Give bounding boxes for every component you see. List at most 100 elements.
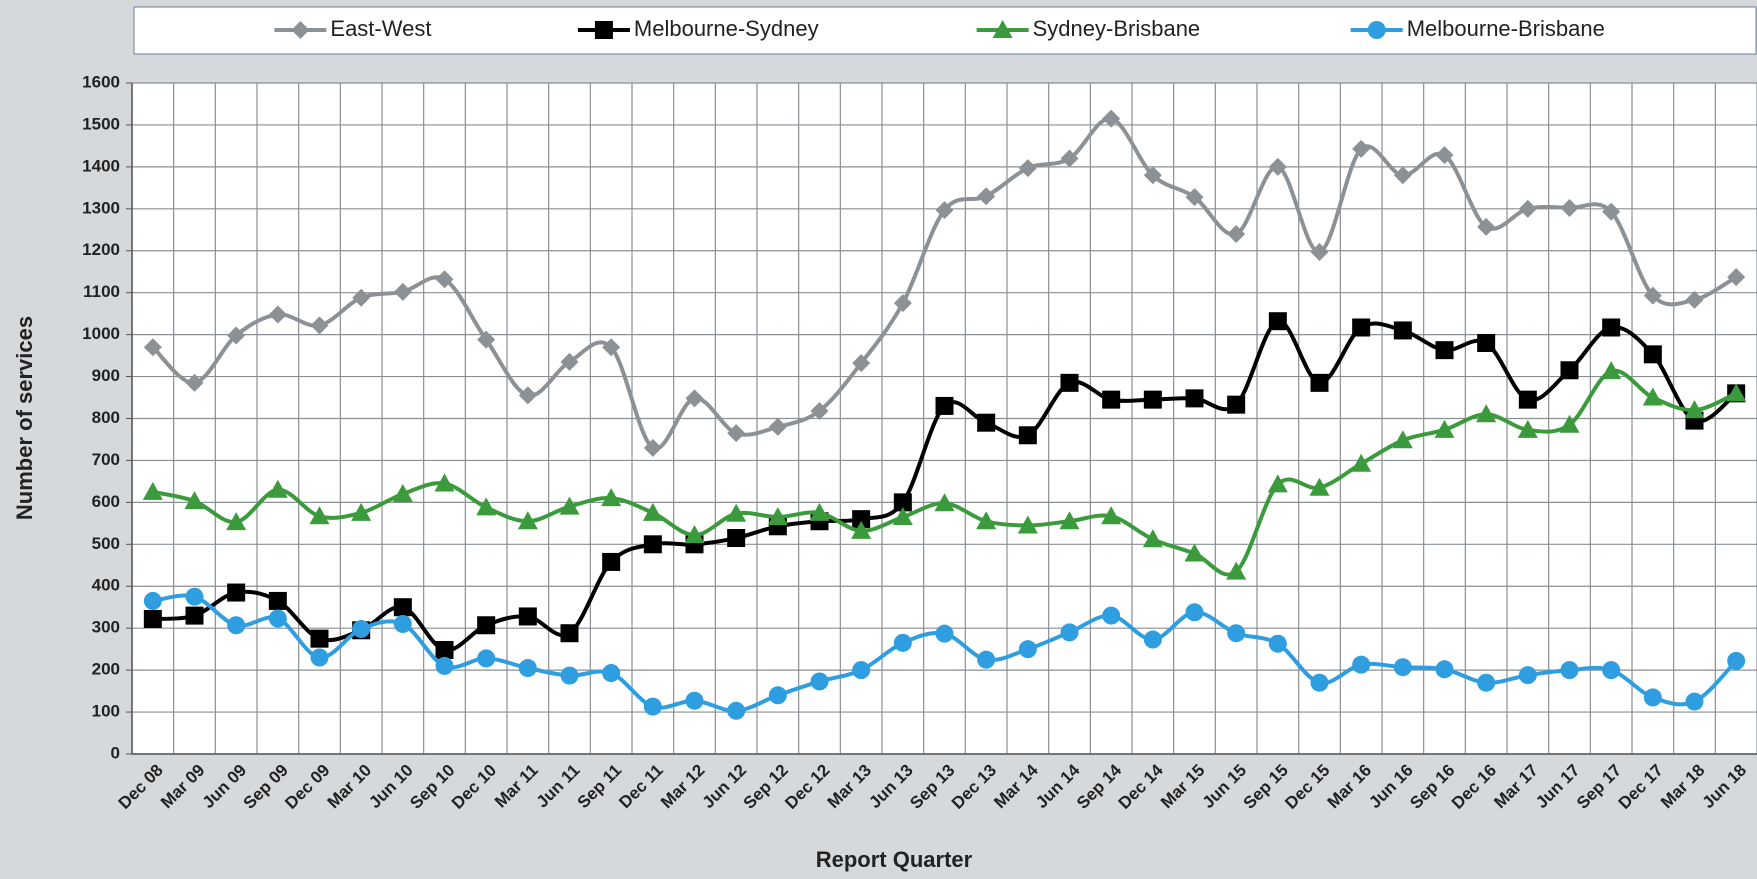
- marker: [809, 502, 830, 521]
- marker: [518, 607, 537, 626]
- marker: [684, 525, 705, 544]
- legend-label: Sydney-Brisbane: [1033, 16, 1201, 41]
- marker: [768, 417, 787, 436]
- marker: [1268, 157, 1287, 176]
- marker: [142, 481, 163, 500]
- marker: [1185, 603, 1204, 622]
- marker: [559, 496, 580, 515]
- marker: [1367, 21, 1386, 39]
- marker: [935, 624, 954, 643]
- marker: [685, 691, 704, 710]
- marker: [560, 624, 579, 643]
- marker: [727, 701, 746, 720]
- marker: [310, 648, 329, 667]
- marker: [1310, 373, 1329, 392]
- marker: [143, 338, 162, 357]
- y-tick-label: 100: [92, 702, 120, 721]
- marker: [267, 479, 288, 498]
- marker: [1059, 511, 1080, 530]
- marker: [851, 520, 872, 539]
- marker: [309, 506, 330, 525]
- marker: [1518, 199, 1537, 218]
- marker: [1227, 224, 1246, 243]
- marker: [1727, 268, 1746, 287]
- marker: [1309, 477, 1330, 496]
- marker: [601, 488, 622, 507]
- y-tick-label: 1600: [82, 72, 120, 91]
- marker: [1685, 290, 1704, 309]
- marker: [1017, 515, 1038, 534]
- marker: [1268, 312, 1287, 331]
- marker: [992, 20, 1013, 38]
- marker: [393, 614, 412, 633]
- marker: [227, 583, 246, 602]
- marker: [1602, 661, 1621, 680]
- marker: [1227, 624, 1246, 643]
- marker: [434, 473, 455, 492]
- marker: [1101, 506, 1122, 525]
- marker: [310, 629, 329, 648]
- marker: [1393, 321, 1412, 340]
- marker: [934, 493, 955, 512]
- y-tick-label: 700: [92, 450, 120, 469]
- marker: [1435, 146, 1454, 165]
- marker: [1393, 166, 1412, 185]
- y-tick-label: 800: [92, 408, 120, 427]
- marker: [1726, 383, 1747, 402]
- marker: [393, 598, 412, 617]
- marker: [1477, 334, 1496, 353]
- marker: [1435, 341, 1454, 360]
- legend-label: Melbourne-Sydney: [634, 16, 819, 41]
- marker: [351, 502, 372, 521]
- marker: [268, 305, 287, 324]
- marker: [1559, 414, 1580, 433]
- marker: [852, 510, 871, 529]
- legend-label: East-West: [330, 16, 431, 41]
- marker: [810, 672, 829, 691]
- marker: [1018, 159, 1037, 178]
- marker: [977, 187, 996, 206]
- marker: [268, 609, 287, 628]
- marker: [1102, 606, 1121, 625]
- marker: [1727, 651, 1746, 670]
- marker: [435, 656, 454, 675]
- marker: [1018, 426, 1037, 445]
- marker: [1642, 387, 1663, 406]
- marker: [1685, 692, 1704, 711]
- marker: [185, 373, 204, 392]
- marker: [1352, 318, 1371, 337]
- y-tick-label: 1000: [82, 324, 120, 343]
- marker: [477, 649, 496, 668]
- marker: [518, 659, 537, 678]
- marker: [517, 511, 538, 530]
- marker: [893, 294, 912, 313]
- marker: [477, 330, 496, 349]
- marker: [1477, 673, 1496, 692]
- y-tick-label: 900: [92, 366, 120, 385]
- marker: [185, 606, 204, 625]
- marker: [726, 503, 747, 522]
- y-tick-label: 1200: [82, 240, 120, 259]
- marker: [767, 507, 788, 526]
- marker: [1517, 419, 1538, 438]
- marker: [602, 552, 621, 571]
- marker: [594, 21, 613, 39]
- marker: [642, 502, 663, 521]
- marker: [1392, 430, 1413, 449]
- marker: [643, 438, 662, 457]
- marker: [1560, 198, 1579, 217]
- marker: [268, 591, 287, 610]
- marker: [727, 424, 746, 443]
- marker: [602, 338, 621, 357]
- marker: [310, 316, 329, 335]
- marker: [1310, 243, 1329, 262]
- marker: [1143, 630, 1162, 649]
- marker: [1267, 474, 1288, 493]
- marker: [1226, 561, 1247, 580]
- marker: [1684, 400, 1705, 419]
- marker: [1060, 623, 1079, 642]
- marker: [1351, 453, 1372, 472]
- marker: [1643, 286, 1662, 305]
- marker: [1601, 361, 1622, 380]
